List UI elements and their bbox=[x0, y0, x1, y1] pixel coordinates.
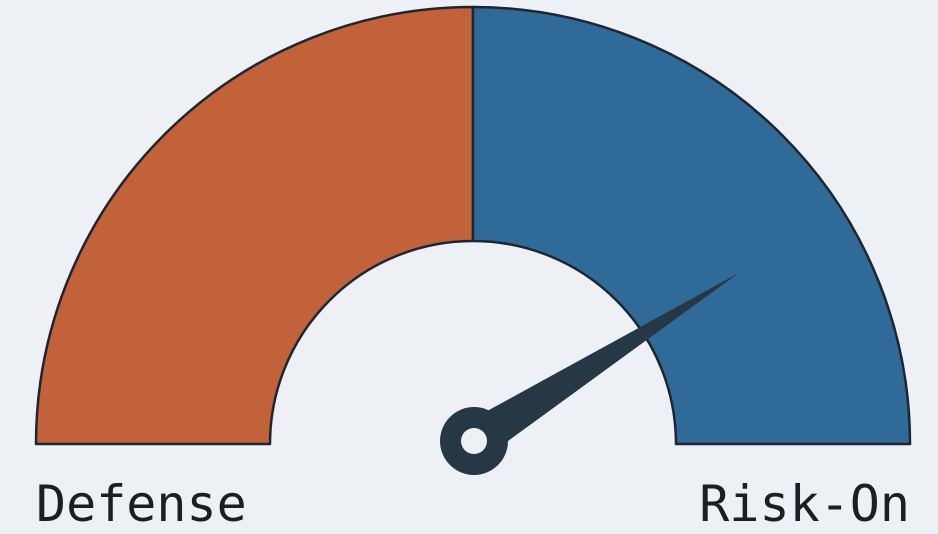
gauge-needle bbox=[440, 272, 740, 475]
needle-pointer bbox=[463, 272, 740, 458]
needle-pivot-hole bbox=[461, 428, 487, 454]
defense-label: Defense bbox=[36, 475, 247, 533]
risk-on-label: Risk-On bbox=[699, 475, 910, 533]
gauge-segment-defense bbox=[34, 5, 475, 446]
gauge-segment-risk-on bbox=[471, 5, 912, 446]
